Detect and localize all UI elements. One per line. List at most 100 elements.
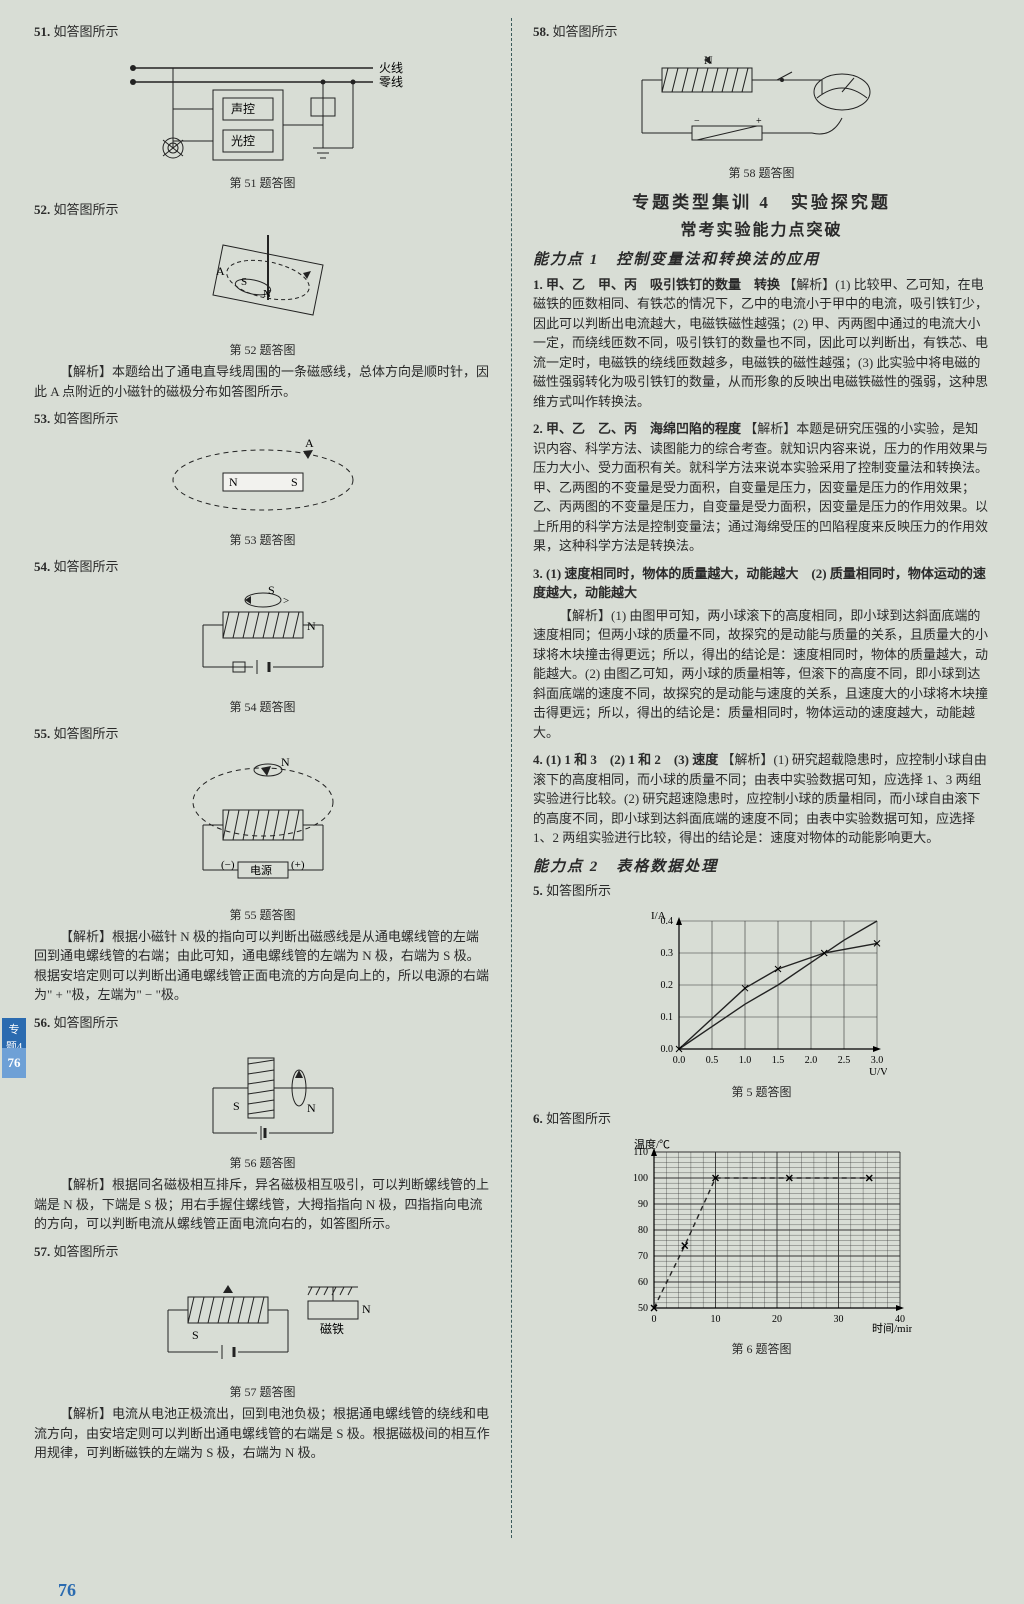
svg-text:N: N — [307, 619, 316, 633]
a1-q4: 4. (1) 1 和 3 (2) 1 和 2 (3) 速度 【解析】(1) 研究… — [533, 750, 990, 848]
q53: 53. 如答图所示 A N S 第 53 题答图 — [34, 409, 491, 549]
q56-lead: 如答图所示 — [54, 1015, 119, 1030]
svg-text:0: 0 — [651, 1314, 656, 1325]
svg-text:0.3: 0.3 — [660, 948, 673, 959]
q57: 57. 如答图所示 S N 磁铁 — [34, 1242, 491, 1463]
svg-text:S: S — [241, 276, 247, 288]
q57-figure: S N 磁铁 — [148, 1267, 378, 1377]
q58-num: 58. — [533, 24, 549, 39]
svg-text:A: A — [305, 436, 314, 450]
q57-num: 57. — [34, 1244, 50, 1259]
a1-q1: 1. 甲、乙 甲、丙 吸引铁钉的数量 转换 【解析】(1) 比较甲、乙可知，在电… — [533, 275, 990, 412]
svg-text:30: 30 — [833, 1314, 843, 1325]
svg-text:−: − — [694, 116, 700, 127]
q56: 56. 如答图所示 N S 第 56 题答图 【解析】根据同名磁极相互排斥 — [34, 1013, 491, 1234]
svg-text:10: 10 — [710, 1314, 720, 1325]
q52-figure: A N S — [163, 225, 363, 335]
column-divider — [511, 18, 513, 1538]
svg-text:(−): (−) — [221, 859, 235, 871]
a2-q6-lead: 如答图所示 — [546, 1111, 611, 1126]
a2-q5: 5. 如答图所示 0.00.51.01.52.02.53.00.00.10.20… — [533, 881, 990, 1101]
q54-figure: S > N — [173, 582, 353, 692]
a1-q1-num: 1. — [533, 277, 543, 292]
q52-lead: 如答图所示 — [54, 202, 119, 217]
q54-lead: 如答图所示 — [54, 559, 119, 574]
svg-text:3.0: 3.0 — [870, 1055, 883, 1066]
q52-analysis: 【解析】本题给出了通电直导线周围的一条磁感线，总体方向是顺时针，因此 A 点附近… — [34, 362, 491, 401]
svg-text:I/A: I/A — [651, 910, 666, 922]
q52: 52. 如答图所示 A N S 第 52 题答图 【解析】本题给出了通电直导线周… — [34, 200, 491, 402]
svg-text:时间/min: 时间/min — [872, 1322, 912, 1334]
section-subtitle: 常考实验能力点突破 — [533, 219, 990, 243]
q53-lead: 如答图所示 — [54, 411, 119, 426]
svg-text:50: 50 — [638, 1303, 648, 1314]
svg-text:0.1: 0.1 — [660, 1012, 673, 1023]
q52-num: 52. — [34, 202, 50, 217]
svg-text:U/V: U/V — [869, 1066, 887, 1077]
a1-q2-num: 2. — [533, 421, 543, 436]
svg-text:70: 70 — [638, 1251, 648, 1262]
q51-lead: 如答图所示 — [54, 24, 119, 39]
a1-q3-num: 3. — [533, 566, 543, 581]
q55-lead: 如答图所示 — [54, 726, 119, 741]
q52-caption: 第 52 题答图 — [34, 341, 491, 359]
svg-text:声控: 声控 — [231, 102, 255, 116]
svg-text:0.0: 0.0 — [672, 1055, 685, 1066]
svg-text:S: S — [192, 1328, 199, 1342]
svg-text:0.0: 0.0 — [660, 1044, 673, 1055]
svg-text:N: N — [281, 755, 290, 769]
q56-figure: N S — [173, 1038, 353, 1148]
a2-q6: 6. 如答图所示 0102030405060708090100110温度/℃时间… — [533, 1109, 990, 1359]
svg-text:温度/℃: 温度/℃ — [634, 1137, 670, 1151]
svg-text:(+): (+) — [291, 859, 305, 871]
a1-q4-answer: (1) 1 和 3 (2) 1 和 2 (3) 速度 — [546, 752, 718, 767]
q55-analysis: 【解析】根据小磁针 N 极的指向可以判断出磁感线是从通电螺线管的左端回到通电螺线… — [34, 927, 491, 1005]
q58-lead: 如答图所示 — [553, 24, 618, 39]
a1-q3-answer: (1) 速度相同时，物体的质量越大，动能越大 (2) 质量相同时，物体运动的速度… — [533, 566, 986, 601]
q55: 55. 如答图所示 N (−) (+) 电源 — [34, 724, 491, 1005]
q51-caption: 第 51 题答图 — [34, 174, 491, 192]
q5-caption: 第 5 题答图 — [533, 1083, 990, 1101]
a1-q1-answer: 甲、乙 甲、丙 吸引铁钉的数量 转换 — [546, 277, 780, 292]
q58: 58. 如答图所示 N −+ 第 58 — [533, 22, 990, 182]
svg-text:1.0: 1.0 — [738, 1055, 751, 1066]
q55-figure: N (−) (+) 电源 — [163, 750, 363, 900]
q57-analysis: 【解析】电流从电池正极流出，回到电池负极；根据通电螺线管的绕线和电流方向，由安培… — [34, 1404, 491, 1463]
q56-num: 56. — [34, 1015, 50, 1030]
ability1-heading: 能力点 1 控制变量法和转换法的应用 — [533, 249, 990, 272]
q56-analysis: 【解析】根据同名磁极相互排斥，异名磁极相互吸引，可以判断螺线管的上端是 N 极，… — [34, 1175, 491, 1234]
section-title: 专题类型集训 4 实验探究题 — [533, 190, 990, 216]
q53-num: 53. — [34, 411, 50, 426]
q51-figure: 火线 零线 声控 光控 — [113, 48, 413, 168]
a2-q5-lead: 如答图所示 — [546, 883, 611, 898]
right-column: 58. 如答图所示 N −+ 第 58 — [527, 18, 996, 1538]
svg-text:20: 20 — [772, 1314, 782, 1325]
svg-text:N: N — [229, 475, 238, 489]
q54: 54. 如答图所示 S > N 第 54 题答图 — [34, 557, 491, 717]
a1-q2-analysis: 【解析】本题是研究压强的小实验，是知识内容、科学方法、读图能力的综合考查。就知识… — [533, 421, 988, 553]
a1-q2: 2. 甲、乙 乙、丙 海绵凹陷的程度 【解析】本题是研究压强的小实验，是知识内容… — [533, 419, 990, 556]
svg-text:60: 60 — [638, 1277, 648, 1288]
left-column: 51. 如答图所示 火线 零线 声控 光控 — [28, 18, 497, 1538]
svg-text:A: A — [216, 264, 225, 278]
svg-text:N: N — [307, 1101, 316, 1115]
q51: 51. 如答图所示 火线 零线 声控 光控 — [34, 22, 491, 192]
q53-caption: 第 53 题答图 — [34, 531, 491, 549]
svg-text:电源: 电源 — [250, 863, 272, 877]
a1-q3-analysis: 【解析】(1) 由图甲可知，两小球滚下的高度相同，即小球到达斜面底端的速度相同；… — [533, 606, 990, 743]
q51-num: 51. — [34, 24, 50, 39]
a1-q1-analysis: 【解析】(1) 比较甲、乙可知，在电磁铁的匝数相同、有铁芯的情况下，乙中的电流小… — [533, 277, 988, 409]
q54-caption: 第 54 题答图 — [34, 698, 491, 716]
a1-q4-num: 4. — [533, 752, 543, 767]
svg-text:光控: 光控 — [231, 134, 255, 148]
svg-text:90: 90 — [638, 1199, 648, 1210]
svg-text:N: N — [362, 1302, 371, 1316]
q57-lead: 如答图所示 — [54, 1244, 119, 1259]
q57-caption: 第 57 题答图 — [34, 1383, 491, 1401]
svg-text:1.5: 1.5 — [771, 1055, 784, 1066]
ability2-heading: 能力点 2 表格数据处理 — [533, 856, 990, 879]
svg-text:0.2: 0.2 — [660, 980, 673, 991]
svg-text:S: S — [291, 475, 298, 489]
a1-q3: 3. (1) 速度相同时，物体的质量越大，动能越大 (2) 质量相同时，物体运动… — [533, 564, 990, 743]
q58-caption: 第 58 题答图 — [533, 164, 990, 182]
